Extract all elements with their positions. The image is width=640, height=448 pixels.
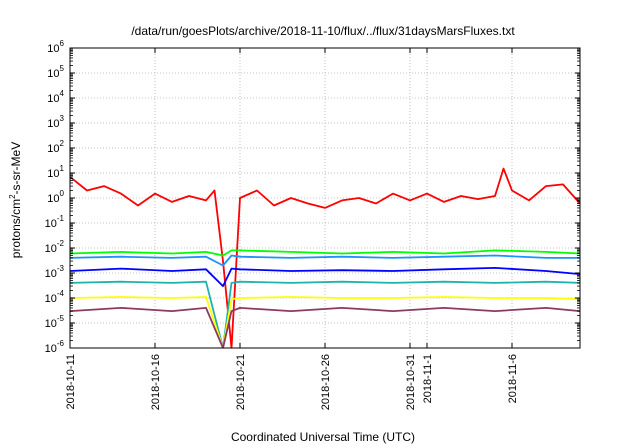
x-axis-label: Coordinated Universal Time (UTC): [231, 430, 415, 444]
y-tick-base: 10: [47, 93, 59, 105]
series-line-5: [70, 280, 580, 348]
y-tick-label: 104: [47, 89, 64, 105]
series-line-4: [70, 266, 580, 288]
y-tick-exponent: 1: [60, 164, 65, 173]
y-label-exponent: 2: [8, 194, 17, 199]
x-axis: 2018-10-11 2018-10-16 2018-10-21 2018-10-26…: [65, 48, 519, 410]
y-tick-label: 106: [47, 39, 64, 55]
y-tick-exponent: 2: [60, 139, 65, 148]
y-tick-exponent: 6: [60, 39, 65, 48]
y-axis: 10-610-510-410-310-210-11001011021031041…: [45, 39, 580, 355]
chart-title: /data/run/goesPlots/archive/2018-11-10/f…: [131, 24, 515, 38]
series-line-6: [70, 296, 580, 348]
y-label-part: -s-sr-MeV: [9, 142, 23, 195]
y-tick-exponent: -5: [57, 314, 65, 323]
series-layer: [70, 167, 580, 348]
y-tick-base: 10: [47, 118, 59, 130]
y-tick-label: 10-4: [45, 289, 65, 305]
y-tick-exponent: 3: [60, 114, 65, 123]
y-tick-base: 10: [47, 143, 59, 155]
y-tick-base: 10: [47, 68, 59, 80]
y-tick-label: 103: [47, 114, 64, 130]
y-tick-label: 102: [47, 139, 64, 155]
y-tick-base: 10: [45, 243, 57, 255]
y-tick-label: 10-3: [45, 264, 65, 280]
series-line-1: [70, 167, 580, 348]
series-line-7: [70, 306, 580, 348]
series-line-3: [70, 254, 580, 267]
y-tick-exponent: -3: [57, 264, 65, 273]
y-tick-label: 10-6: [45, 339, 65, 355]
y-tick-label: 10-1: [45, 214, 65, 230]
y-tick-label: 101: [47, 164, 64, 180]
grid: [70, 48, 580, 348]
x-tick-label: 2018-11-6: [507, 354, 519, 403]
x-tick-label: 2018-10-11: [65, 354, 77, 409]
y-tick-base: 10: [45, 268, 57, 280]
y-tick-base: 10: [45, 343, 57, 355]
y-tick-label: 10-5: [45, 314, 65, 330]
y-tick-exponent: 5: [60, 64, 65, 73]
y-axis-label: protons/cm2-s-sr-MeV: [8, 142, 23, 258]
x-tick-label: 2018-10-31: [405, 354, 417, 410]
series-line-2: [70, 249, 580, 257]
y-tick-exponent: 0: [60, 189, 65, 198]
y-tick-exponent: -4: [57, 289, 65, 298]
y-tick-base: 10: [45, 218, 57, 230]
y-tick-base: 10: [45, 318, 57, 330]
y-tick-base: 10: [47, 193, 59, 205]
y-tick-label: 10-2: [45, 239, 65, 255]
y-tick-label: 105: [47, 64, 64, 80]
y-tick-base: 10: [45, 293, 57, 305]
y-tick-exponent: -6: [57, 339, 65, 348]
y-tick-exponent: -1: [57, 214, 65, 223]
x-tick-label: 2018-10-26: [320, 354, 332, 410]
y-tick-label: 100: [47, 189, 64, 205]
y-tick-exponent: -2: [57, 239, 65, 248]
y-label-part: protons/cm: [9, 199, 23, 258]
y-tick-base: 10: [47, 168, 59, 180]
y-tick-base: 10: [47, 43, 59, 55]
x-tick-label: 2018-10-21: [235, 354, 247, 410]
x-tick-label: 2018-10-16: [150, 354, 162, 410]
x-tick-label: 2018-11-1: [422, 354, 434, 403]
y-tick-exponent: 4: [60, 89, 65, 98]
